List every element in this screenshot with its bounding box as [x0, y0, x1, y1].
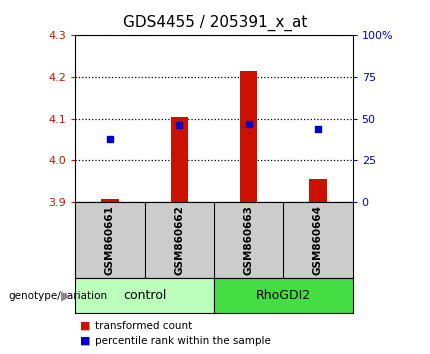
Text: transformed count: transformed count — [95, 321, 192, 331]
Text: genotype/variation: genotype/variation — [9, 291, 108, 301]
Text: GSM860663: GSM860663 — [243, 205, 254, 275]
Text: GSM860661: GSM860661 — [105, 205, 115, 275]
Text: GDS4455 / 205391_x_at: GDS4455 / 205391_x_at — [123, 15, 307, 31]
Bar — [309, 179, 327, 202]
Text: RhoGDI2: RhoGDI2 — [256, 289, 311, 302]
Text: percentile rank within the sample: percentile rank within the sample — [95, 336, 270, 346]
Bar — [101, 199, 119, 202]
Text: ▶: ▶ — [61, 289, 71, 302]
Text: control: control — [123, 289, 166, 302]
Text: GSM860664: GSM860664 — [313, 205, 323, 275]
Text: ■: ■ — [80, 336, 90, 346]
Bar — [171, 116, 188, 202]
Text: ■: ■ — [80, 321, 90, 331]
Text: GSM860662: GSM860662 — [174, 205, 184, 275]
Bar — [240, 71, 257, 202]
